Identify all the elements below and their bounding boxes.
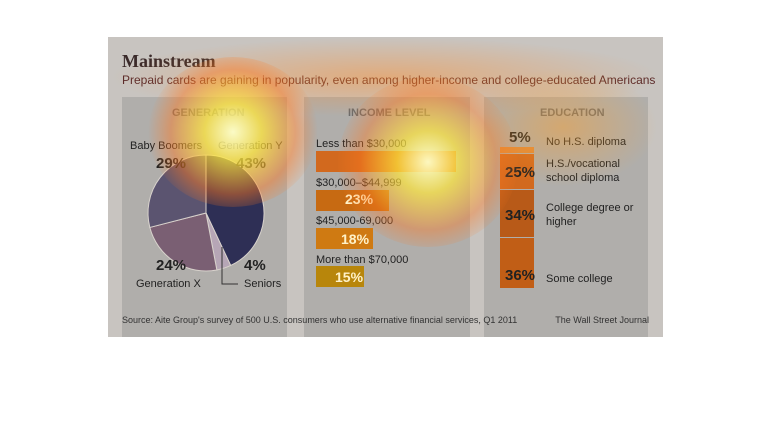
seniors-leader-line: [221, 247, 238, 285]
income-value-over-70k: 15%: [335, 269, 364, 285]
pie-label-seniors: Seniors: [244, 278, 282, 290]
income-label-over-70k: More than $70,000: [316, 254, 409, 266]
credit-note: The Wall Street Journal: [555, 315, 649, 325]
education-value-hs-vocational: 25%: [505, 164, 536, 181]
chart-figure: Mainstream Prepaid cards are gaining in …: [108, 37, 663, 337]
education-value-no-hs: 5%: [509, 129, 531, 146]
income-label-under-30k: Less than $30,000: [316, 138, 407, 150]
education-value-college-degree: 34%: [505, 207, 536, 224]
income-value-45k-69k: 18%: [341, 231, 370, 247]
pie-label-generation-x: Generation X: [136, 278, 201, 290]
education-label-some-college: Some college: [546, 273, 613, 285]
education-label-hs-vocational: H.S./vocational school diploma: [546, 158, 620, 184]
pie-slice-generation-x: [149, 212, 218, 272]
education-label-no-hs: No H.S. diploma: [546, 136, 627, 148]
income-value-30k-45k: 23%: [345, 191, 374, 207]
income-bar-under-30k: [316, 151, 456, 172]
pie-value-generation-x: 24%: [156, 257, 187, 274]
education-value-some-college: 36%: [505, 267, 536, 284]
income-label-45k-69k: $45,000-69,000: [316, 215, 394, 227]
income-bar-over-70k: [316, 266, 364, 287]
education-label-college-degree: College degree or higher: [546, 202, 634, 228]
pie-value-seniors: 4%: [244, 257, 266, 274]
education-title: EDUCATION: [540, 107, 605, 119]
education-segment-no-hs: [500, 147, 534, 154]
income-label-30k-45k: $30,000–$44,999: [316, 177, 402, 189]
source-note: Source: Aite Group's survey of 500 U.S. …: [122, 315, 518, 325]
